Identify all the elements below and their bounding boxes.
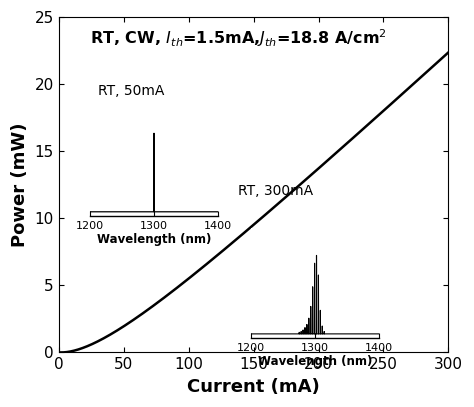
X-axis label: Wavelength (nm): Wavelength (nm) (97, 233, 211, 246)
Text: RT, 50mA: RT, 50mA (98, 83, 164, 98)
X-axis label: Wavelength (nm): Wavelength (nm) (258, 355, 373, 368)
X-axis label: Current (mA): Current (mA) (187, 378, 320, 396)
Y-axis label: Power (mW): Power (mW) (11, 123, 29, 247)
Text: RT, 300mA: RT, 300mA (238, 184, 313, 198)
Text: RT, CW, $I_{th}$=1.5mA,$J_{th}$=18.8 A/cm$^2$: RT, CW, $I_{th}$=1.5mA,$J_{th}$=18.8 A/c… (90, 27, 387, 49)
